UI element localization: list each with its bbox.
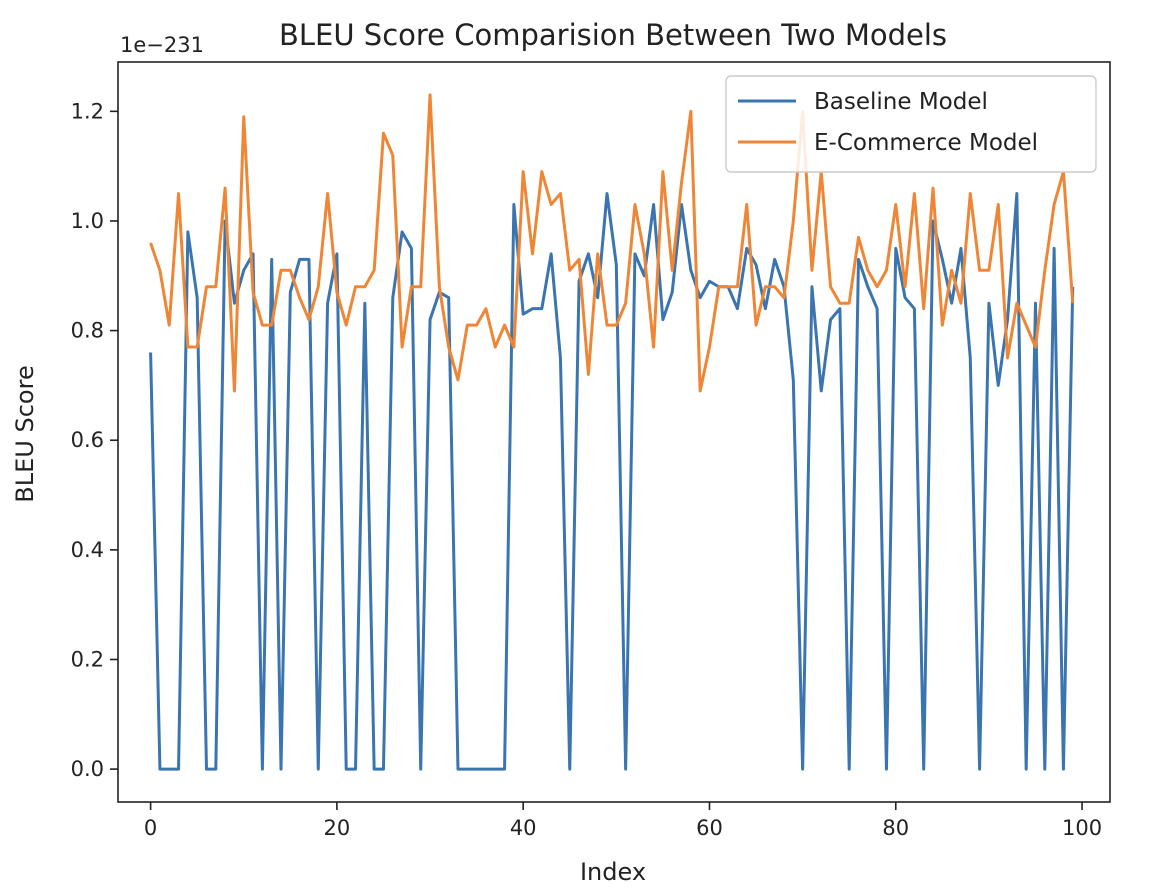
y-axis-ticks: 0.0 0.2 0.4 0.6 0.8 1.0 1.2	[71, 99, 118, 781]
x-tick-label: 0	[144, 816, 157, 840]
x-tick-label: 20	[324, 816, 351, 840]
y-tick-label: 0.4	[71, 538, 104, 562]
series-line-baseline	[149, 192, 1075, 771]
series-layer	[149, 93, 1075, 771]
chart-title: BLEU Score Comparision Between Two Model…	[279, 18, 947, 52]
legend-label-ecommerce: E-Commerce Model	[814, 130, 1038, 156]
y-tick-label: 0.6	[71, 428, 104, 452]
y-tick-label: 0.2	[71, 647, 104, 671]
legend-box	[725, 75, 1097, 173]
x-tick-label: 80	[882, 816, 909, 840]
x-axis-ticks: 0 20 40 60 80 100	[144, 802, 1102, 840]
legend: Baseline Model E-Commerce Model	[725, 75, 1097, 173]
y-axis-label: BLEU Score	[11, 365, 39, 502]
x-tick-label: 40	[510, 816, 537, 840]
y-axis-offset-text: 1e−231	[120, 33, 204, 57]
y-tick-label: 0.0	[71, 757, 104, 781]
y-tick-label: 1.2	[71, 99, 104, 123]
y-tick-label: 1.0	[71, 209, 104, 233]
x-tick-label: 100	[1062, 816, 1102, 840]
series-line-ecommerce	[149, 93, 1075, 393]
legend-label-baseline: Baseline Model	[814, 89, 988, 115]
x-axis-label: Index	[580, 858, 646, 886]
y-tick-label: 0.8	[71, 319, 104, 343]
x-tick-label: 60	[696, 816, 723, 840]
plot-frame	[117, 61, 1111, 803]
